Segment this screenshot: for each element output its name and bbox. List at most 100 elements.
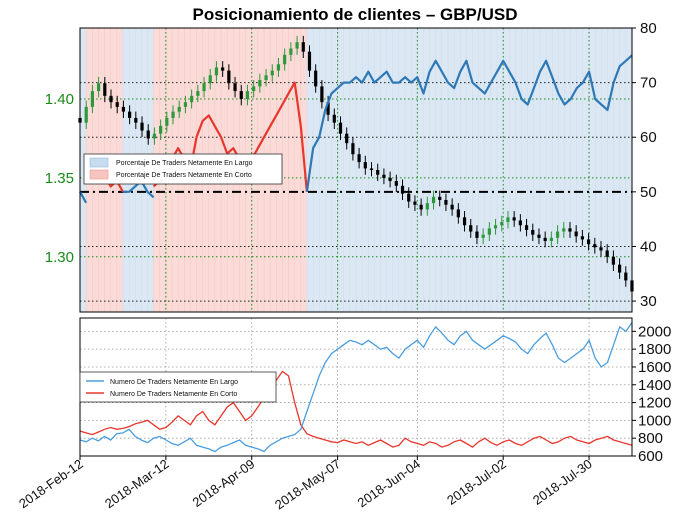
candle-body (580, 236, 584, 240)
count-tick-label: 600 (638, 448, 663, 465)
bg-segment (478, 28, 486, 312)
candle-body (419, 204, 423, 210)
candle-body (307, 51, 312, 71)
bg-segment (582, 28, 590, 312)
bg-segment (349, 28, 357, 312)
candle-body (159, 125, 163, 134)
candle-body (221, 67, 225, 71)
count-tick-label: 1000 (638, 412, 671, 429)
candle-body (134, 117, 138, 123)
candle-body (438, 196, 442, 200)
bottom-legend: Numero De Traders Netamente En Largo Num… (79, 371, 277, 403)
x-tick-label: 2018-Jul-02 (444, 456, 509, 508)
percent-tick-label: 80 (640, 20, 657, 37)
bg-segment (460, 28, 467, 312)
short-count-line (79, 370, 633, 448)
bg-segment (589, 28, 596, 312)
bg-segment (411, 28, 418, 312)
candle-body (450, 204, 454, 210)
legend-swatch-long-percent (89, 157, 109, 168)
bg-segment (282, 28, 290, 312)
candle-body (543, 237, 547, 241)
candle-body (171, 111, 175, 118)
candle-body (586, 239, 591, 245)
candle-body (202, 83, 206, 92)
legend-label-short-percent: Porcentaje De Traders Netamente En Corto (116, 172, 252, 179)
bg-segment (503, 28, 510, 312)
candle-body (531, 229, 535, 235)
price-tick-label: 1.35 (45, 170, 74, 187)
candle-body (506, 217, 510, 223)
candle-body (252, 86, 256, 92)
bg-segment (527, 28, 535, 312)
bg-segment (429, 28, 437, 312)
bg-segment (576, 28, 584, 312)
candle-body (549, 237, 553, 241)
candle-body (413, 201, 417, 205)
candle-body (500, 222, 504, 226)
bg-segment (619, 28, 627, 312)
candle-body (481, 234, 485, 238)
x-tick-label: 2018-Mar-12 (102, 456, 172, 511)
x-tick-label: 2018-May-07 (272, 456, 343, 512)
candle-body (245, 91, 250, 99)
count-tick-label: 1400 (638, 377, 671, 394)
candle-body (183, 102, 188, 107)
legend-label-short-count: Numero De Traders Netamente En Corto (110, 391, 237, 398)
bg-segment (392, 28, 400, 312)
candle-body (289, 48, 293, 55)
candle-body (345, 133, 349, 144)
top-panel-axes: 1.30 1.35 1.40 30 40 50 60 70 80 (45, 20, 657, 313)
bg-segment (484, 28, 492, 312)
bg-segment (521, 28, 529, 312)
candle-body (400, 185, 405, 194)
candle-body (593, 244, 597, 248)
candle-body (512, 217, 516, 221)
candle-body (276, 64, 281, 71)
bg-segment (515, 28, 523, 312)
candle-body (357, 154, 361, 163)
price-tick-label: 1.30 (45, 249, 74, 266)
bottom-panel-series (79, 322, 633, 453)
bg-segment (288, 28, 296, 312)
candle-body (121, 106, 126, 112)
bg-segment (558, 28, 566, 312)
bg-segment (601, 28, 609, 312)
bg-segment (472, 28, 480, 312)
bg-segment (435, 28, 443, 312)
candle-body (487, 228, 491, 235)
candle-body (97, 83, 101, 92)
bg-segment (625, 28, 633, 312)
candle-body (376, 170, 380, 175)
candle-body (605, 250, 609, 257)
bg-segment (386, 28, 394, 312)
percent-tick-label: 30 (640, 293, 657, 310)
bg-segment (423, 28, 431, 312)
candle-body (555, 231, 560, 238)
bg-segment (607, 28, 615, 312)
bg-segment (564, 28, 572, 312)
bg-segment (343, 28, 351, 312)
candle-body (140, 122, 144, 131)
bg-segment (331, 28, 339, 312)
bg-segment (613, 28, 621, 312)
candle-body (456, 209, 460, 218)
candle-body (562, 228, 566, 232)
candle-body (518, 220, 522, 226)
chart-title: Posicionamiento de clientes – GBP/USD (193, 5, 518, 24)
candle-body (258, 80, 262, 87)
long-count-line (79, 322, 633, 453)
candle-body (624, 272, 628, 281)
bg-segment (570, 28, 578, 312)
candle-body (103, 83, 107, 96)
bg-segment (546, 28, 553, 312)
candle-body (295, 42, 299, 49)
percent-tick-label: 50 (640, 184, 657, 201)
candle-body (90, 91, 95, 107)
candle-body (264, 75, 268, 81)
x-tick-label: 2018-Feb-12 (16, 456, 86, 511)
bg-segment (441, 28, 449, 312)
